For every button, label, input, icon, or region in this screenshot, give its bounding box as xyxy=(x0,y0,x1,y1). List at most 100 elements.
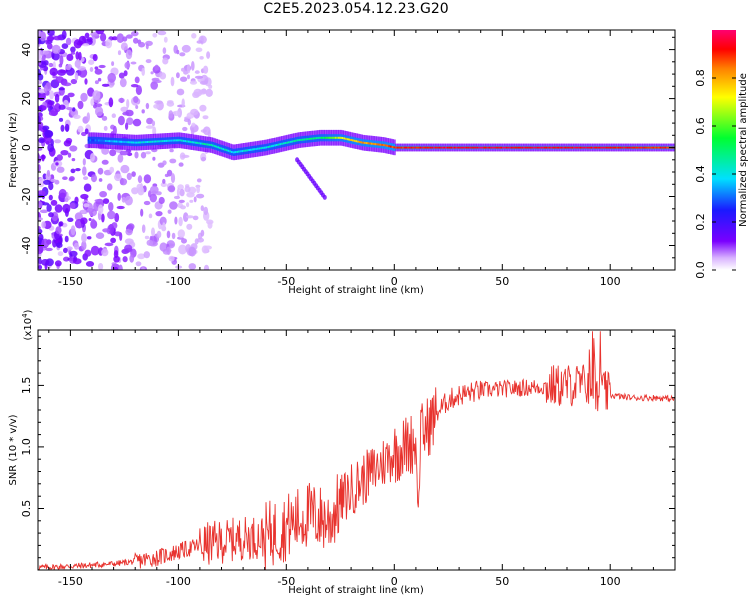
heatmap-ridge-peak xyxy=(372,142,376,145)
heatmap-noise-blob xyxy=(186,223,193,230)
heatmap-ridge-peak xyxy=(172,139,175,142)
heatmap-ridge-peak xyxy=(182,139,186,142)
heatmap-noise-blob xyxy=(145,59,152,64)
heatmap-noise-blob xyxy=(101,159,109,165)
top-xtick-label: -150 xyxy=(58,275,83,288)
heatmap-ridge-peak xyxy=(543,146,547,149)
heatmap-ridge-peak xyxy=(324,136,327,139)
heatmap-noise-blob xyxy=(140,208,144,217)
heatmap-noise-blob xyxy=(146,117,154,125)
heatmap-ridge-peak xyxy=(127,141,130,144)
heatmap-ridge-peak xyxy=(205,143,208,146)
heatmap-ridge-peak xyxy=(142,141,146,144)
heatmap-ridge-peak xyxy=(490,146,493,149)
heatmap-noise-blob xyxy=(73,242,80,250)
heatmap-ridge-peak xyxy=(409,146,412,149)
heatmap-ridge-peak xyxy=(450,146,453,149)
heatmap-noise-blob xyxy=(145,125,154,129)
heatmap-ridge-peak xyxy=(390,145,393,148)
heatmap-noise-blob xyxy=(55,76,64,83)
heatmap-noise-blob xyxy=(40,259,50,266)
heatmap-ridge-peak xyxy=(327,136,331,139)
heatmap-ridge-peak xyxy=(500,146,503,149)
heatmap-ridge-peak xyxy=(466,146,469,149)
heatmap-ridge-peak xyxy=(388,145,391,148)
heatmap-noise-blob xyxy=(60,150,69,156)
heatmap-noise-blob xyxy=(100,32,107,42)
heatmap-noise-blob xyxy=(43,60,49,66)
heatmap-noise-blob xyxy=(89,67,94,72)
heatmap-noise-blob xyxy=(166,101,175,107)
heatmap-noise-blob xyxy=(49,67,58,76)
heatmap-noise-blob xyxy=(110,237,116,244)
heatmap-noise-blob xyxy=(150,71,154,75)
heatmap-ridge-peak xyxy=(117,140,120,143)
chart-title: C2E5.2023.054.12.23.G20 xyxy=(263,1,449,17)
heatmap-ridge-peak xyxy=(600,146,604,149)
heatmap-ridge-peak xyxy=(364,141,367,144)
heatmap-noise-blob xyxy=(145,102,150,110)
heatmap-ridge-peak xyxy=(206,143,210,146)
heatmap-ridge-peak xyxy=(519,146,522,149)
heatmap-noise-blob xyxy=(70,46,76,53)
colorbar-label: Normalized spectral amplitude xyxy=(738,73,749,227)
heatmap-ridge-peak xyxy=(529,146,533,149)
heatmap-noise-blob xyxy=(85,261,95,267)
heatmap-noise-blob xyxy=(158,196,165,205)
heatmap-ridge-peak xyxy=(343,137,346,140)
heatmap-noise-blob xyxy=(38,257,42,265)
heatmap-noise-blob xyxy=(183,70,189,75)
heatmap-noise-blob xyxy=(117,153,124,163)
heatmap-ridge-peak xyxy=(357,140,360,143)
heatmap-ridge-peak xyxy=(497,146,500,149)
heatmap-ridge-peak xyxy=(396,146,400,149)
heatmap-ridge-peak xyxy=(106,140,110,142)
heatmap-noise-blob xyxy=(57,251,64,257)
heatmap-ridge-peak xyxy=(222,148,225,151)
heatmap-ridge-peak xyxy=(301,138,305,141)
top-xtick-label: 50 xyxy=(495,275,509,288)
heatmap-ridge-peak xyxy=(491,146,495,149)
heatmap-noise-blob xyxy=(92,54,98,62)
heatmap-noise-blob xyxy=(196,193,205,199)
heatmap-noise-blob xyxy=(61,43,69,49)
snr-line xyxy=(38,331,675,570)
heatmap-ridge-peak xyxy=(517,146,521,149)
heatmap-noise-blob xyxy=(126,99,130,109)
heatmap-noise-blob xyxy=(48,62,54,68)
heatmap-ridge-peak xyxy=(326,136,329,139)
heatmap-ridge-peak xyxy=(510,146,514,149)
heatmap-noise-blob xyxy=(125,122,129,130)
heatmap-noise-blob xyxy=(84,249,92,257)
heatmap-ridge-peak xyxy=(367,142,370,145)
heatmap-ridge-peak xyxy=(99,139,103,142)
heatmap-noise-blob xyxy=(94,199,104,203)
heatmap-noise-blob xyxy=(38,164,41,172)
top-ylabel: Frequency (Hz) xyxy=(8,112,19,188)
heatmap-noise-blob xyxy=(95,30,105,35)
heatmap-noise-blob xyxy=(191,61,195,71)
heatmap-noise-blob xyxy=(113,255,120,263)
heatmap-ridge-peak xyxy=(415,146,419,149)
heatmap-noise-blob xyxy=(48,212,54,218)
heatmap-ridge-peak xyxy=(336,136,339,139)
heatmap-ridge-peak xyxy=(310,137,313,140)
heatmap-ridge-peak xyxy=(592,146,595,149)
heatmap-noise-blob xyxy=(82,43,90,47)
heatmap-ridge-peak xyxy=(365,142,369,145)
heatmap-noise-blob xyxy=(98,178,103,182)
heatmap-noise-blob xyxy=(72,107,76,112)
heatmap-noise-blob xyxy=(101,248,109,257)
heatmap-noise-blob xyxy=(151,120,156,127)
heatmap-ridge-peak xyxy=(374,143,377,146)
heatmap-noise-blob xyxy=(58,87,65,91)
heatmap-noise-blob xyxy=(178,199,185,203)
heatmap-noise-blob xyxy=(38,73,44,81)
heatmap-noise-blob xyxy=(91,174,97,183)
heatmap-noise-blob xyxy=(123,70,128,77)
bottom-ytick-label: 0.5 xyxy=(20,500,33,518)
heatmap-noise-blob xyxy=(80,209,86,214)
heatmap-ridge-peak xyxy=(585,146,588,149)
heatmap-ridge-peak xyxy=(614,146,617,149)
heatmap-ridge-peak xyxy=(512,146,515,149)
